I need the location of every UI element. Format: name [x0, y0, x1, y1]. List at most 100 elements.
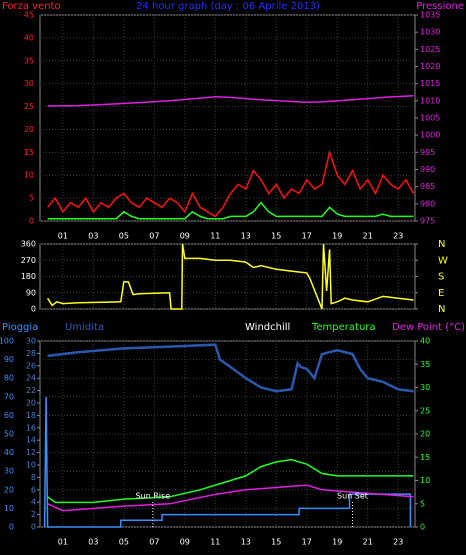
y-tick-label: 100: [0, 337, 14, 346]
y-tick-label: 35: [24, 56, 34, 65]
y-tick-label: 40: [4, 448, 14, 457]
x-tick-label: 15: [271, 538, 281, 547]
y2-tick-label: S: [438, 272, 444, 283]
y2-axis-title: Pressione: [416, 1, 464, 12]
y-tick-label: 30: [4, 467, 14, 476]
x-tick-label: 07: [149, 232, 159, 241]
y3-tick-label: 30: [26, 337, 36, 346]
series-line: [47, 484, 414, 512]
x-tick-label: 01: [58, 538, 68, 547]
y-tick-label: 0: [29, 217, 34, 226]
y-tick-label: 45: [24, 11, 34, 20]
y3-tick-label: 14: [26, 436, 36, 445]
x-tick-label: 17: [302, 232, 312, 241]
x-tick-label: 23: [393, 538, 403, 547]
y2-tick-label: W: [438, 255, 448, 266]
y-tick-label: 20: [24, 125, 34, 134]
x-tick-label: 19: [332, 232, 342, 241]
y3-tick-label: 16: [26, 423, 36, 432]
y3-tick-label: 2: [31, 510, 36, 519]
y2-tick-label: 30: [420, 383, 430, 392]
x-tick-label: 15: [271, 232, 281, 241]
y2-tick-label: 10: [420, 476, 430, 485]
y3-tick-label: 26: [26, 361, 36, 370]
legend-label: Temperatura: [311, 322, 376, 333]
x-tick-label: 05: [119, 538, 129, 547]
y2-tick-label: 0: [420, 523, 425, 532]
y2-tick-label: 1000: [420, 131, 440, 140]
y2-tick-label: 5: [420, 499, 425, 508]
y2-tick-label: 35: [420, 360, 430, 369]
y-axis-title: Forza vento: [2, 1, 61, 12]
y-tick-label: 80: [4, 374, 14, 383]
y3-tick-label: 18: [26, 411, 36, 420]
y2-tick-label: 15: [420, 453, 430, 462]
y2-tick-label: 1005: [420, 114, 440, 123]
x-tick-label: 23: [393, 232, 403, 241]
x-tick-label: 13: [241, 232, 251, 241]
y3-tick-label: 22: [26, 386, 36, 395]
x-tick-label: 13: [241, 538, 251, 547]
y2-tick-label: N: [438, 239, 445, 250]
legend-label: Pioggia: [2, 322, 38, 333]
legend-label: Dew Point (°C): [392, 322, 465, 333]
x-tick-label: 17: [302, 538, 312, 547]
y-tick-label: 40: [24, 33, 34, 42]
y2-tick-label: 40: [420, 337, 430, 346]
y-tick-label: 50: [4, 430, 14, 439]
y-tick-label: 10: [4, 504, 14, 513]
y2-tick-label: 1015: [420, 79, 440, 88]
y3-tick-label: 10: [26, 461, 36, 470]
x-tick-label: 09: [180, 232, 190, 241]
y-tick-label: 60: [4, 411, 14, 420]
annotation-label: Sun Rise: [135, 492, 170, 501]
x-tick-label: 03: [88, 232, 98, 241]
series-line: [47, 458, 414, 504]
y-tick-label: 180: [21, 272, 36, 281]
y-tick-label: 270: [21, 256, 36, 265]
series-line: [47, 94, 414, 107]
legend-label: Umidita: [65, 322, 104, 333]
y2-tick-label: 1010: [420, 96, 440, 105]
x-tick-label: 11: [210, 232, 220, 241]
y2-tick-label: 980: [420, 199, 435, 208]
y-tick-label: 0: [9, 523, 14, 532]
x-tick-label: 21: [363, 538, 373, 547]
y2-tick-label: E: [438, 288, 444, 299]
y2-tick-label: 990: [420, 165, 435, 174]
y-tick-label: 10: [24, 171, 34, 180]
y-tick-label: 5: [29, 194, 34, 203]
y3-tick-label: 8: [31, 473, 36, 482]
x-tick-label: 19: [332, 538, 342, 547]
series-line: [47, 343, 414, 393]
x-tick-label: 09: [180, 538, 190, 547]
y3-tick-label: 24: [26, 374, 36, 383]
legend-label: Windchill: [245, 322, 290, 333]
x-tick-label: 11: [210, 538, 220, 547]
y-tick-label: 90: [4, 355, 14, 364]
y2-tick-label: 1035: [420, 11, 440, 20]
y2-tick-label: 1020: [420, 62, 440, 71]
x-tick-label: 01: [58, 232, 68, 241]
chart-title: 24 hour graph (day : 06 Aprile 2013): [136, 1, 320, 12]
y3-tick-label: 4: [31, 498, 36, 507]
y2-tick-label: 975: [420, 217, 435, 226]
series-line: [43, 396, 412, 528]
y-tick-label: 70: [4, 392, 14, 401]
series-line: [47, 201, 414, 220]
y-tick-label: 15: [24, 148, 34, 157]
series-line: [46, 243, 414, 310]
x-tick-label: 03: [88, 538, 98, 547]
y-tick-label: 0: [31, 305, 36, 314]
y-tick-label: 20: [4, 485, 14, 494]
y2-tick-label: 1030: [420, 28, 440, 37]
y-tick-label: 30: [24, 79, 34, 88]
y2-tick-label: N: [438, 304, 445, 315]
y2-tick-label: 20: [420, 430, 430, 439]
y2-tick-label: 25: [420, 406, 430, 415]
y-tick-label: 25: [24, 102, 34, 111]
y3-tick-label: 6: [31, 485, 36, 494]
y3-tick-label: 28: [26, 349, 36, 358]
y3-tick-label: 20: [26, 399, 36, 408]
